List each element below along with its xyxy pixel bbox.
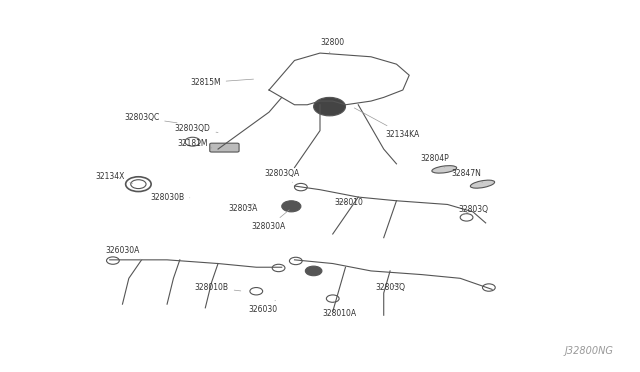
Text: 32847N: 32847N — [452, 169, 483, 182]
Ellipse shape — [470, 180, 495, 188]
Circle shape — [282, 201, 301, 212]
Text: 328010: 328010 — [334, 198, 363, 207]
Text: 32134X: 32134X — [95, 172, 132, 183]
Text: 32800: 32800 — [321, 38, 345, 53]
Text: 32181M: 32181M — [177, 139, 212, 148]
Circle shape — [314, 97, 346, 116]
Text: 32803QD: 32803QD — [175, 124, 218, 133]
Text: 32804P: 32804P — [420, 154, 449, 167]
FancyBboxPatch shape — [210, 143, 239, 152]
Text: 32815M: 32815M — [190, 78, 253, 87]
Ellipse shape — [432, 166, 457, 173]
Text: J32800NG: J32800NG — [564, 346, 613, 356]
Text: 32803QC: 32803QC — [124, 113, 177, 123]
Text: 326030: 326030 — [248, 301, 277, 314]
Text: 328030A: 328030A — [252, 210, 289, 231]
Text: 328010A: 328010A — [322, 301, 356, 318]
Text: 328010B: 328010B — [195, 283, 241, 292]
Text: 328030B: 328030B — [150, 193, 190, 202]
Text: 32803A: 32803A — [229, 203, 258, 213]
Text: 32803Q: 32803Q — [458, 205, 488, 215]
Text: 326030A: 326030A — [105, 246, 141, 260]
Circle shape — [305, 266, 322, 276]
Text: 32803Q: 32803Q — [375, 283, 405, 292]
Text: 32134KA: 32134KA — [355, 108, 420, 139]
Text: 32803QA: 32803QA — [264, 169, 300, 182]
